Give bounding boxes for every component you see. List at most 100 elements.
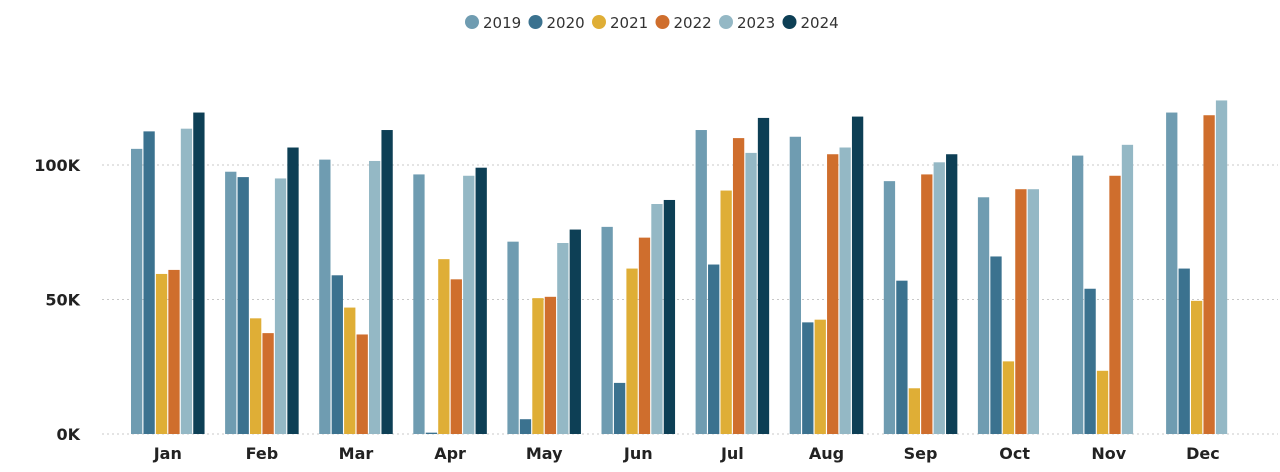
bar-2022-jan: [168, 269, 180, 434]
bar-2021-jul: [720, 190, 732, 434]
bar-2023-nov: [1121, 144, 1134, 434]
bar-2020-dec: [1178, 268, 1190, 434]
legend-label: 2024: [801, 14, 839, 32]
bar-2023-may: [557, 243, 569, 434]
bar-2021-sep: [908, 388, 920, 434]
bar-2020-sep: [896, 280, 908, 434]
bar-2020-jun: [613, 382, 626, 434]
bar-2022-may: [544, 296, 557, 434]
bar-2019-jun: [601, 226, 613, 434]
bar-2022-jul: [732, 138, 745, 434]
legend-marker: [655, 15, 670, 29]
bar-2019-oct: [977, 197, 990, 434]
legend-marker: [719, 15, 733, 29]
legend-item-2022: 2022: [655, 14, 712, 32]
bar-2023-oct: [1027, 189, 1039, 434]
x-tick-label: Aug: [809, 444, 844, 463]
legend-marker: [528, 15, 543, 29]
bar-2021-aug: [814, 319, 826, 434]
legend-marker: [782, 15, 797, 29]
legend-marker: [592, 15, 606, 29]
bar-2023-feb: [274, 178, 287, 434]
bar-2021-feb: [250, 318, 262, 434]
x-tick-label: Nov: [1091, 444, 1126, 463]
bar-2022-nov: [1109, 175, 1121, 434]
bar-2024-sep: [946, 154, 958, 435]
legend-label: 2019: [483, 14, 521, 32]
bar-2024-apr: [475, 167, 487, 434]
bar-2021-apr: [438, 259, 450, 434]
x-tick-label: May: [526, 444, 563, 463]
legend-item-2019: 2019: [465, 14, 521, 32]
bar-2019-sep: [883, 181, 896, 434]
x-tick-label: Apr: [434, 444, 466, 463]
bar-2022-feb: [262, 333, 274, 434]
bar-2019-jan: [131, 148, 143, 435]
bar-2023-sep: [933, 162, 945, 434]
bar-2020-may: [519, 419, 532, 434]
bar-2020-jul: [708, 264, 720, 434]
bar-2022-mar: [356, 334, 368, 434]
bars: [131, 100, 1228, 435]
legend-marker: [465, 15, 479, 29]
x-tick-label: Oct: [999, 444, 1030, 463]
bar-2020-nov: [1084, 288, 1096, 434]
legend-label: 2021: [610, 14, 648, 32]
bar-2019-dec: [1166, 112, 1178, 435]
bar-2021-mar: [344, 307, 356, 434]
bar-2022-jun: [638, 237, 651, 434]
x-tick-label: Jan: [153, 444, 182, 463]
y-tick-label: 50K: [45, 291, 80, 310]
x-axis: Jan Feb Mar Apr May Jun Jul Aug Sep Oct Nov Dec: [153, 444, 1220, 463]
bar-2019-aug: [789, 136, 801, 434]
bar-2024-aug: [851, 116, 864, 434]
bar-2023-jun: [651, 204, 663, 434]
bar-2022-aug: [827, 154, 839, 435]
bar-2019-mar: [319, 159, 331, 434]
bar-2021-dec: [1191, 300, 1203, 434]
bar-2019-apr: [413, 174, 425, 435]
legend-label: 2022: [674, 14, 712, 32]
legend: 2019 2020 2021 2022 2023 2024: [465, 14, 839, 32]
bar-2020-jan: [143, 131, 155, 434]
bar-2019-feb: [225, 171, 237, 434]
bar-2024-jan: [193, 112, 205, 435]
bar-2024-feb: [287, 147, 299, 434]
bar-2024-jul: [757, 117, 770, 435]
bar-2019-jul: [695, 130, 707, 434]
bar-2024-jun: [663, 199, 676, 434]
legend-item-2021: 2021: [592, 14, 648, 32]
bar-2022-dec: [1203, 115, 1215, 435]
y-tick-label: 100K: [34, 156, 80, 175]
bar-2020-feb: [237, 177, 249, 435]
bar-2019-may: [507, 241, 519, 434]
x-tick-label: Mar: [339, 444, 374, 463]
legend-item-2020: 2020: [528, 14, 585, 32]
bar-2022-apr: [450, 279, 462, 434]
bar-2020-aug: [802, 322, 814, 434]
bar-2020-oct: [990, 256, 1002, 434]
y-axis: 0K 50K 100K: [34, 156, 80, 444]
bar-2024-mar: [381, 130, 393, 434]
bar-2021-nov: [1096, 370, 1109, 434]
bar-2022-oct: [1015, 189, 1027, 434]
bar-2022-sep: [921, 174, 933, 435]
x-tick-label: Jul: [720, 444, 744, 463]
x-tick-label: Sep: [904, 444, 938, 463]
bar-2020-apr: [425, 432, 438, 434]
y-tick-label: 0K: [56, 425, 80, 444]
bar-2023-dec: [1215, 100, 1228, 434]
bar-2019-nov: [1072, 155, 1084, 434]
legend-item-2024: 2024: [782, 14, 839, 32]
bar-2023-mar: [369, 160, 381, 434]
x-tick-label: Jun: [623, 444, 653, 463]
bar-2023-apr: [463, 175, 475, 434]
bar-2021-oct: [1002, 361, 1015, 434]
bar-2023-jan: [180, 128, 193, 434]
bar-2024-may: [569, 229, 581, 434]
bar-2023-jul: [745, 152, 757, 434]
bar-2021-may: [532, 298, 544, 434]
bar-2023-aug: [839, 147, 851, 434]
x-tick-label: Dec: [1186, 444, 1220, 463]
